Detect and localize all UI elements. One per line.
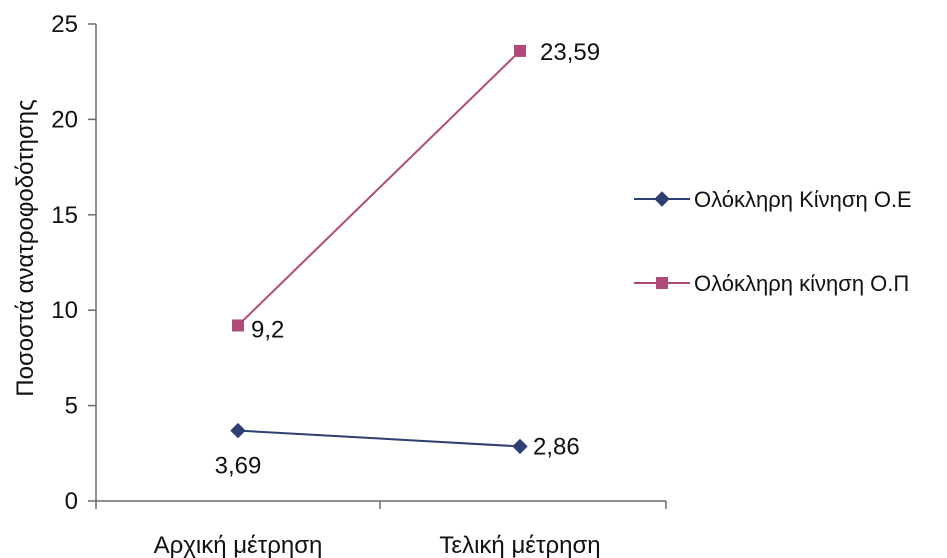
series-layer: 3,69 2,86 9,2 23,59: [215, 39, 600, 480]
data-label: 9,2: [251, 316, 284, 343]
data-point-marker: [230, 422, 246, 439]
data-point-marker: [512, 438, 528, 455]
series-line: [237, 50, 521, 327]
y-tick-label: 15: [51, 202, 78, 229]
legend-marker: [656, 277, 668, 289]
legend-marker: [654, 191, 670, 207]
series-line: [237, 429, 521, 448]
x-ticks: Αρχική μέτρηση Τελική μέτρηση: [95, 501, 667, 558]
legend-label: Ολόκληρη κίνηση Ο.Π: [694, 271, 909, 296]
data-point-marker: [514, 44, 526, 57]
y-tick-label: 0: [65, 488, 78, 515]
data-label: 2,86: [533, 433, 580, 460]
data-point-marker: [232, 319, 244, 332]
y-tick-label: 10: [51, 297, 78, 324]
data-label: 23,59: [540, 39, 600, 66]
data-label: 3,69: [215, 453, 262, 480]
y-axis-title: Ποσοστά ανατροφοδότησης: [12, 99, 39, 396]
y-tick-label: 20: [51, 106, 78, 133]
y-tick-label: 5: [65, 393, 78, 420]
axes: [95, 24, 666, 502]
legend: Ολόκληρη Κίνηση Ο.Ε Ολόκληρη κίνηση Ο.Π: [634, 187, 912, 296]
y-tick-label: 25: [51, 11, 78, 38]
series-1: 3,69 2,86: [215, 422, 580, 480]
series-2: 9,2 23,59: [232, 39, 600, 343]
legend-item: Ολόκληρη κίνηση Ο.Π: [634, 271, 909, 296]
legend-item: Ολόκληρη Κίνηση Ο.Ε: [634, 187, 912, 212]
legend-label: Ολόκληρη Κίνηση Ο.Ε: [694, 187, 912, 212]
x-category-label: Τελική μέτρηση: [439, 532, 600, 558]
x-category-label: Αρχική μέτρηση: [154, 532, 323, 558]
y-ticks: 0 5 10 15 20 25: [51, 11, 96, 515]
